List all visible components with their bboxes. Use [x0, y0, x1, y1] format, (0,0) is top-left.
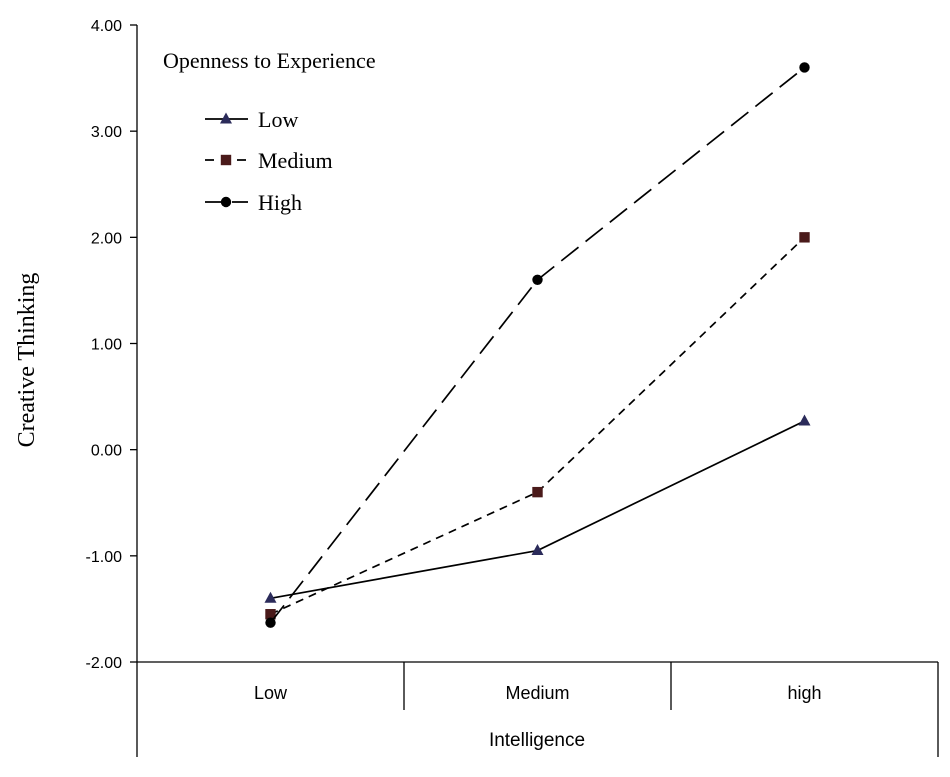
y-tick-label: 0.00	[91, 443, 122, 460]
y-ticks: -2.00 -1.00 0.00 1.00 2.00 3.00 4.00	[86, 18, 137, 672]
legend-label: High	[258, 190, 302, 215]
legend-label: Medium	[258, 148, 333, 173]
y-tick-label: 3.00	[91, 124, 122, 141]
legend-title: Openness to Experience	[163, 48, 376, 73]
series-line-high	[269, 66, 806, 624]
data-point-high	[532, 274, 543, 285]
y-tick-label: 4.00	[91, 18, 122, 35]
data-point-low	[531, 544, 544, 556]
series-line-medium	[270, 236, 806, 615]
data-point-medium	[799, 232, 810, 243]
y-tick-label: -1.00	[86, 549, 123, 566]
axes	[136, 25, 939, 757]
series-group	[264, 62, 811, 628]
x-categories: Low Medium high	[254, 683, 822, 703]
y-tick-label: 2.00	[91, 230, 122, 247]
x-category-label: Low	[254, 683, 288, 703]
legend-marker-high	[220, 196, 232, 208]
legend-marker-low	[220, 112, 232, 124]
x-category-label: high	[787, 683, 821, 703]
data-point-medium	[265, 609, 276, 620]
y-tick-label: -2.00	[86, 655, 123, 672]
data-point-high	[799, 62, 810, 73]
legend-marker-medium	[220, 154, 232, 166]
legend-label: Low	[258, 107, 298, 132]
series-line-low	[270, 420, 805, 600]
data-point-medium	[532, 486, 543, 498]
data-point-high	[265, 617, 276, 628]
data-point-low	[264, 591, 277, 603]
legend: Openness to Experience Low Medium High	[163, 48, 376, 215]
y-tick-label: 1.00	[91, 337, 122, 354]
x-category-label: Medium	[505, 683, 569, 703]
x-axis-label: Intelligence	[489, 730, 585, 751]
y-axis-label: Creative Thinking	[14, 273, 40, 448]
data-point-low	[798, 414, 811, 426]
